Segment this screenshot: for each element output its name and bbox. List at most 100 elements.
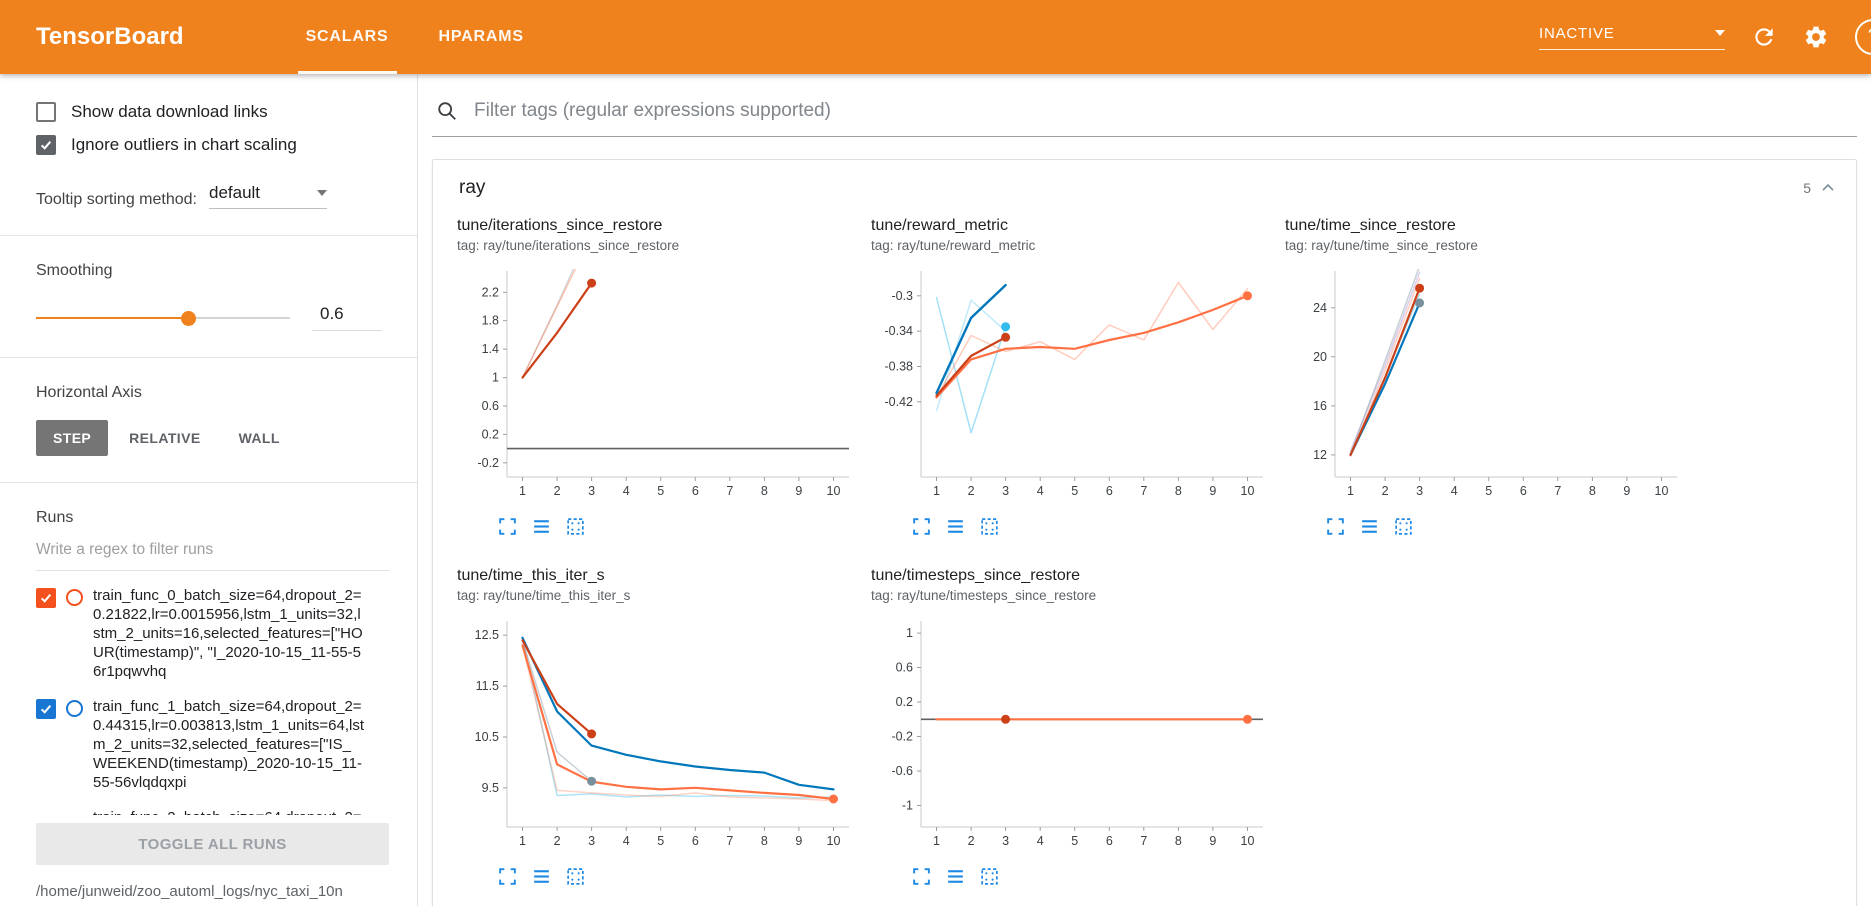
- runs-selector-icon[interactable]: [531, 516, 552, 537]
- run-checkbox[interactable]: [36, 588, 56, 608]
- svg-text:2: 2: [1382, 484, 1389, 498]
- svg-text:-0.2: -0.2: [477, 456, 499, 470]
- svg-text:8: 8: [1589, 484, 1596, 498]
- fit-domain-icon[interactable]: [979, 516, 1000, 537]
- axis-wall-button[interactable]: WALL: [222, 420, 297, 456]
- svg-text:20: 20: [1313, 350, 1327, 364]
- chart-plot[interactable]: -0.42 -0.38 -0.34 -0.3 1 2 3 4 5 6 7 8 9 10: [871, 263, 1271, 512]
- svg-text:8: 8: [761, 484, 768, 498]
- svg-text:-0.6: -0.6: [891, 764, 913, 778]
- svg-text:9: 9: [795, 834, 802, 848]
- chart-plot[interactable]: 12 16 20 24 1 2 3 4 5 6 7 8 9 10: [1285, 263, 1685, 512]
- fit-domain-icon[interactable]: [979, 866, 1000, 887]
- svg-text:10.5: 10.5: [475, 730, 499, 744]
- refresh-icon[interactable]: [1751, 24, 1777, 50]
- svg-text:2.2: 2.2: [482, 285, 499, 299]
- tab-scalars[interactable]: SCALARS: [296, 0, 399, 74]
- fit-domain-icon[interactable]: [1393, 516, 1414, 537]
- expand-chart-icon[interactable]: [911, 516, 932, 537]
- chart-title: tune/iterations_since_restore: [457, 217, 663, 234]
- runs-selector-icon[interactable]: [531, 866, 552, 887]
- svg-text:4: 4: [1037, 484, 1044, 498]
- svg-text:7: 7: [1554, 484, 1561, 498]
- svg-text:0.6: 0.6: [482, 399, 499, 413]
- sidebar: Show data download links Ignore outliers…: [0, 74, 418, 906]
- chevron-down-icon: [1715, 30, 1725, 36]
- chart-tag: tag: ray/tune/iterations_since_restore: [457, 238, 680, 253]
- main-content: ray 5 tune/iterations_since_restore tag: …: [418, 74, 1871, 906]
- tab-bar: SCALARS HPARAMS: [296, 0, 564, 74]
- svg-text:6: 6: [1520, 484, 1527, 498]
- chart-plot[interactable]: -1 -0.6 -0.2 0.2 0.6 1 1 2 3 4 5 6 7 8 9 10: [871, 613, 1271, 862]
- filter-tags-input[interactable]: [474, 100, 1853, 122]
- runs-selector-icon[interactable]: [945, 866, 966, 887]
- toggle-all-runs-button[interactable]: TOGGLE ALL RUNS: [36, 823, 389, 865]
- tooltip-sorting-label: Tooltip sorting method:: [36, 191, 197, 208]
- svg-text:2: 2: [968, 834, 975, 848]
- chart-card-tune-time-this-iter-s: tune/time_this_iter_s tag: ray/tune/time_…: [457, 567, 857, 887]
- svg-text:9: 9: [795, 484, 802, 498]
- chart-toolbar: [871, 866, 1271, 887]
- svg-text:12: 12: [1313, 448, 1327, 462]
- show-download-links-checkbox[interactable]: Show data download links: [36, 102, 389, 122]
- svg-text:9: 9: [1209, 834, 1216, 848]
- svg-text:3: 3: [1416, 484, 1423, 498]
- chart-tag: tag: ray/tune/time_this_iter_s: [457, 588, 631, 603]
- expand-chart-icon[interactable]: [1325, 516, 1346, 537]
- svg-text:0.6: 0.6: [896, 661, 913, 675]
- svg-text:4: 4: [623, 834, 630, 848]
- svg-text:6: 6: [692, 834, 699, 848]
- chart-plot[interactable]: 9.5 10.5 11.5 12.5 1 2 3 4 5 6 7 8 9 10: [457, 613, 857, 862]
- help-icon[interactable]: ?: [1855, 19, 1871, 55]
- run-radio[interactable]: [66, 589, 83, 606]
- axis-step-button[interactable]: STEP: [36, 420, 109, 456]
- svg-text:1: 1: [519, 834, 526, 848]
- horizontal-axis-label: Horizontal Axis: [36, 384, 142, 401]
- expand-chart-icon[interactable]: [497, 516, 518, 537]
- tag-group-card-ray: ray 5 tune/iterations_since_restore tag: …: [432, 159, 1857, 906]
- run-checkbox[interactable]: [36, 699, 56, 719]
- run-radio[interactable]: [66, 700, 83, 717]
- divider: [0, 235, 417, 236]
- smoothing-value-input[interactable]: 0.6: [312, 304, 382, 331]
- svg-text:2: 2: [554, 484, 561, 498]
- chart-card-tune-timesteps-since-restore: tune/timesteps_since_restore tag: ray/tun…: [871, 567, 1271, 887]
- settings-gear-icon[interactable]: [1803, 24, 1829, 50]
- chart-tag: tag: ray/tune/timesteps_since_restore: [871, 588, 1097, 603]
- divider: [0, 482, 417, 483]
- chevron-up-icon[interactable]: [1818, 178, 1838, 198]
- tab-hparams[interactable]: HPARAMS: [438, 28, 524, 45]
- svg-text:7: 7: [726, 484, 733, 498]
- runs-filter-input[interactable]: [36, 531, 389, 571]
- svg-text:3: 3: [588, 484, 595, 498]
- fit-domain-icon[interactable]: [565, 516, 586, 537]
- svg-text:-0.42: -0.42: [885, 395, 914, 409]
- svg-text:0.2: 0.2: [482, 427, 499, 441]
- run-label: train_func_0_batch_size=64,dropout_2=0.2…: [93, 587, 363, 680]
- axis-relative-button[interactable]: RELATIVE: [112, 420, 217, 456]
- svg-text:1: 1: [519, 484, 526, 498]
- expand-chart-icon[interactable]: [911, 866, 932, 887]
- status-dropdown[interactable]: INACTIVE: [1539, 25, 1725, 50]
- chart-plot[interactable]: -0.2 0.2 0.6 1 1.4 1.8 2.2 1 2 3 4 5 6 7 8 9 10: [457, 263, 857, 512]
- chart-tag: tag: ray/tune/time_since_restore: [1285, 238, 1478, 253]
- svg-text:5: 5: [657, 834, 664, 848]
- tooltip-sorting-dropdown[interactable]: default: [208, 183, 327, 209]
- run-label: train_func_1_batch_size=64,dropout_2=0.4…: [93, 698, 365, 791]
- tag-group-header[interactable]: ray 5: [433, 160, 1856, 209]
- svg-text:5: 5: [1071, 484, 1078, 498]
- svg-text:6: 6: [1106, 484, 1113, 498]
- runs-list: train_func_0_batch_size=64,dropout_2=0.2…: [36, 577, 389, 815]
- fit-domain-icon[interactable]: [565, 866, 586, 887]
- svg-text:9: 9: [1209, 484, 1216, 498]
- svg-text:2: 2: [554, 834, 561, 848]
- slider-thumb[interactable]: [181, 310, 197, 326]
- runs-selector-icon[interactable]: [1359, 516, 1380, 537]
- svg-text:10: 10: [1655, 484, 1669, 498]
- svg-text:4: 4: [623, 484, 630, 498]
- smoothing-slider[interactable]: [36, 308, 290, 328]
- runs-selector-icon[interactable]: [945, 516, 966, 537]
- expand-chart-icon[interactable]: [497, 866, 518, 887]
- ignore-outliers-checkbox[interactable]: Ignore outliers in chart scaling: [36, 135, 389, 155]
- tag-filter-row: [432, 88, 1857, 137]
